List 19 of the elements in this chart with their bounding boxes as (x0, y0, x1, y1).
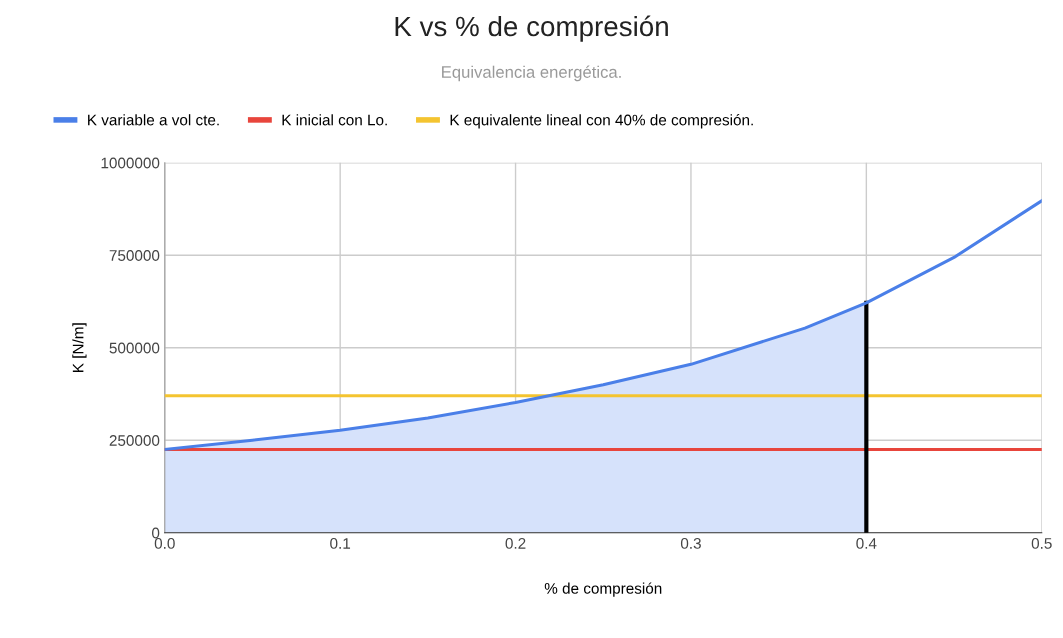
x-tick-label: 0.1 (330, 537, 351, 549)
legend-label: K equivalente lineal con 40% de compresión. (450, 114, 753, 129)
legend-label: K variable a vol cte. (88, 114, 219, 126)
x-axis-title: % de compresión (544, 582, 662, 597)
y-axis-title: K [N/m] (72, 323, 87, 372)
x-tick-label: 0.4 (856, 537, 877, 549)
legend-label: K inicial con Lo. (282, 114, 387, 126)
y-tick-label: 0 (152, 527, 160, 539)
x-tick-label: 0.5 (1031, 537, 1052, 549)
chart-title: K vs % de compresión (395, 15, 668, 42)
x-tick-label: 0.0 (154, 537, 175, 549)
y-tick-label: 750000 (109, 250, 160, 261)
line-series (164, 199, 1042, 451)
x-tick-label: 0.2 (505, 537, 526, 549)
y-tick-label: 1000000 (101, 157, 160, 169)
chart-subtitle: Equivalencia energética. (442, 65, 621, 82)
y-tick-label: 500000 (109, 342, 160, 354)
x-tick-label: 0.3 (680, 537, 701, 549)
y-tick-label: 250000 (109, 435, 160, 446)
